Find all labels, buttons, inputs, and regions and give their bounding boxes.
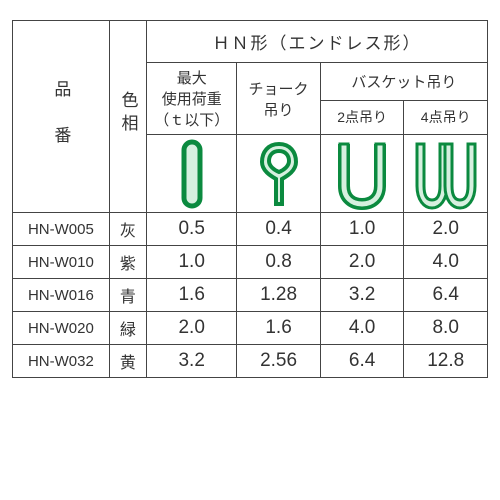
icon-basket-4pt	[404, 135, 488, 213]
cell-color: 青	[109, 279, 146, 312]
max-load-l3: （ｔ以下）	[154, 112, 229, 129]
cell-v2: 1.6	[237, 312, 321, 345]
basket-header: バスケット吊り	[320, 63, 487, 101]
cell-v2: 0.8	[237, 246, 321, 279]
cell-v2: 2.56	[237, 345, 321, 378]
max-load-header: 最大 使用荷重 （ｔ以下）	[147, 63, 237, 135]
cell-v1: 2.0	[147, 312, 237, 345]
col-product-no: 品 番	[13, 21, 110, 213]
cell-v3: 2.0	[320, 246, 404, 279]
cell-code: HN-W005	[13, 213, 110, 246]
cell-v4: 6.4	[404, 279, 488, 312]
hn-form-header: ＨＮ形（エンドレス形）	[147, 21, 488, 63]
cell-color: 紫	[109, 246, 146, 279]
spec-table: 品 番 色相 ＨＮ形（エンドレス形） 最大 使用荷重 （ｔ以下） チョーク 吊り…	[12, 20, 488, 378]
table-row: HN-W010 紫 1.0 0.8 2.0 4.0	[13, 246, 488, 279]
table-row: HN-W020 緑 2.0 1.6 4.0 8.0	[13, 312, 488, 345]
icon-endless	[147, 135, 237, 213]
choke-header: チョーク 吊り	[237, 63, 321, 135]
cell-color: 灰	[109, 213, 146, 246]
choke-l1: チョーク	[249, 81, 309, 98]
icon-basket-2pt	[320, 135, 404, 213]
cell-v1: 1.0	[147, 246, 237, 279]
max-load-l2: 使用荷重	[162, 91, 222, 108]
cell-color: 黄	[109, 345, 146, 378]
cell-code: HN-W032	[13, 345, 110, 378]
cell-v1: 0.5	[147, 213, 237, 246]
cell-v3: 6.4	[320, 345, 404, 378]
product-no-label: 品 番	[48, 80, 73, 149]
cell-v3: 3.2	[320, 279, 404, 312]
cell-color: 緑	[109, 312, 146, 345]
cell-code: HN-W020	[13, 312, 110, 345]
table-row: HN-W016 青 1.6 1.28 3.2 6.4	[13, 279, 488, 312]
cell-v1: 3.2	[147, 345, 237, 378]
color-label: 色相	[115, 91, 140, 137]
four-point-header: 4点吊り	[404, 100, 488, 134]
cell-code: HN-W016	[13, 279, 110, 312]
cell-v4: 4.0	[404, 246, 488, 279]
cell-v2: 1.28	[237, 279, 321, 312]
icon-choke	[237, 135, 321, 213]
cell-v3: 4.0	[320, 312, 404, 345]
cell-v4: 8.0	[404, 312, 488, 345]
cell-v4: 2.0	[404, 213, 488, 246]
cell-v4: 12.8	[404, 345, 488, 378]
col-color: 色相	[109, 21, 146, 213]
table-row: HN-W005 灰 0.5 0.4 1.0 2.0	[13, 213, 488, 246]
cell-v1: 1.6	[147, 279, 237, 312]
choke-l2: 吊り	[264, 102, 294, 119]
max-load-l1: 最大	[177, 70, 207, 87]
two-point-header: 2点吊り	[320, 100, 404, 134]
cell-v2: 0.4	[237, 213, 321, 246]
table-row: HN-W032 黄 3.2 2.56 6.4 12.8	[13, 345, 488, 378]
cell-v3: 1.0	[320, 213, 404, 246]
cell-code: HN-W010	[13, 246, 110, 279]
